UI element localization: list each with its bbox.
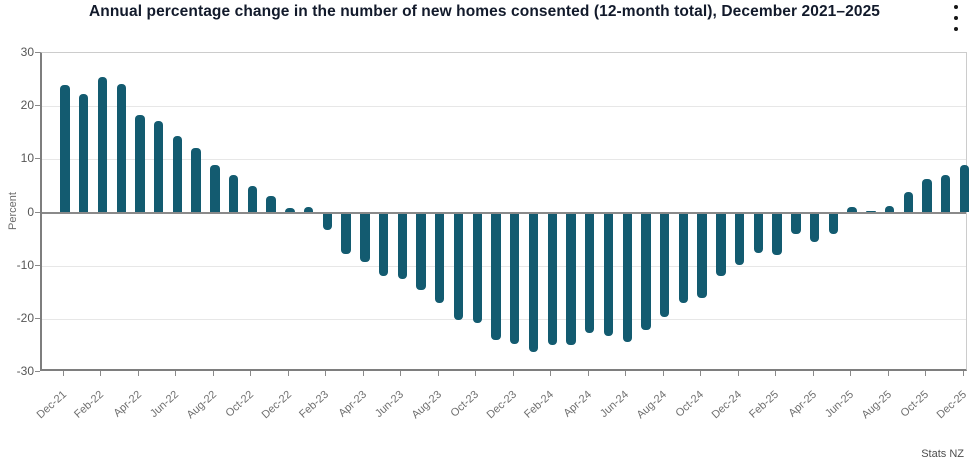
source-attribution: Stats NZ xyxy=(921,448,964,460)
x-tick-mark xyxy=(512,371,514,376)
x-tick-mark xyxy=(775,371,777,376)
x-tick-mark xyxy=(287,371,289,376)
bar-Jul-24[interactable] xyxy=(641,213,651,330)
bar-Dec-23[interactable] xyxy=(510,213,520,345)
y-tick-label: 0 xyxy=(27,204,34,219)
bar-Feb-23[interactable] xyxy=(322,213,333,230)
bar-Mar-22[interactable] xyxy=(116,83,126,213)
y-tick-mark xyxy=(35,371,40,372)
bar-Jul-23[interactable] xyxy=(416,213,426,290)
x-tick-mark xyxy=(587,371,589,376)
y-tick-label: -30 xyxy=(16,364,34,378)
y-tick-label: -10 xyxy=(16,257,34,272)
bar-Feb-25[interactable] xyxy=(772,213,782,255)
bar-Sep-23[interactable] xyxy=(453,213,464,321)
bar-Nov-24[interactable] xyxy=(716,213,726,277)
bar-Oct-23[interactable] xyxy=(472,213,482,324)
bar-Aug-24[interactable] xyxy=(659,213,670,318)
gridline xyxy=(42,106,966,108)
bar-Dec-25[interactable] xyxy=(959,164,969,213)
gridline xyxy=(42,318,966,320)
x-tick-mark xyxy=(812,371,814,376)
x-tick-mark xyxy=(212,371,214,376)
bar-May-23[interactable] xyxy=(378,213,389,276)
x-tick-mark xyxy=(100,371,102,376)
x-tick-mark xyxy=(175,371,177,376)
bar-Aug-22[interactable] xyxy=(210,165,220,213)
kebab-menu-icon[interactable] xyxy=(949,4,963,32)
x-tick-mark xyxy=(475,371,477,376)
bar-Oct-25[interactable] xyxy=(922,179,932,213)
bar-Jan-22[interactable] xyxy=(79,93,89,213)
y-tick-mark xyxy=(35,105,40,107)
bar-Sep-25[interactable] xyxy=(903,192,913,213)
bar-Dec-22[interactable] xyxy=(285,207,295,213)
bar-Jul-22[interactable] xyxy=(191,148,201,213)
bar-Sep-22[interactable] xyxy=(228,175,239,213)
bar-Jan-25[interactable] xyxy=(753,213,764,253)
x-tick-mark xyxy=(662,371,664,376)
x-tick-mark xyxy=(437,371,439,376)
bar-Feb-22[interactable] xyxy=(97,76,108,213)
x-tick-mark xyxy=(362,371,364,376)
x-tick-mark xyxy=(887,371,889,376)
y-tick-mark xyxy=(35,211,40,213)
bar-Apr-23[interactable] xyxy=(360,213,370,263)
x-tick-mark xyxy=(625,371,627,376)
x-tick-mark xyxy=(737,371,739,376)
bar-Oct-24[interactable] xyxy=(697,213,707,299)
x-tick-mark xyxy=(850,371,852,376)
x-tick-mark xyxy=(400,371,402,376)
gridline xyxy=(42,159,966,161)
bar-May-25[interactable] xyxy=(828,213,839,235)
bar-Mar-23[interactable] xyxy=(341,213,351,255)
gridline xyxy=(42,265,966,267)
y-tick-label: 20 xyxy=(20,98,34,113)
bar-Nov-23[interactable] xyxy=(491,213,501,340)
bar-Nov-22[interactable] xyxy=(266,196,276,213)
bar-Sep-24[interactable] xyxy=(678,213,689,304)
x-tick-mark xyxy=(925,371,927,376)
bar-Dec-21[interactable] xyxy=(60,84,70,213)
y-tick-mark xyxy=(35,158,40,160)
plot-area xyxy=(40,52,969,371)
x-tick-mark xyxy=(700,371,702,376)
bar-Apr-24[interactable] xyxy=(585,213,595,333)
chart-title: Annual percentage change in the number o… xyxy=(88,3,881,20)
bar-Dec-24[interactable] xyxy=(734,213,745,265)
bar-Mar-24[interactable] xyxy=(566,213,576,345)
bar-May-24[interactable] xyxy=(603,213,614,337)
bar-Jan-23[interactable] xyxy=(303,206,314,213)
bar-Jun-25[interactable] xyxy=(847,207,857,213)
bar-Jun-22[interactable] xyxy=(172,135,183,213)
bar-Jan-24[interactable] xyxy=(528,213,539,353)
y-tick-mark xyxy=(35,52,40,53)
x-tick-mark xyxy=(250,371,252,376)
bar-Mar-25[interactable] xyxy=(791,213,801,235)
bar-Apr-25[interactable] xyxy=(809,213,820,243)
bar-Jun-24[interactable] xyxy=(622,213,632,342)
x-tick-mark xyxy=(137,371,139,376)
x-tick-mark xyxy=(63,371,64,376)
bar-Oct-22[interactable] xyxy=(247,185,258,213)
bar-Feb-24[interactable] xyxy=(547,213,557,346)
bar-Apr-22[interactable] xyxy=(135,115,145,213)
bar-Aug-25[interactable] xyxy=(884,205,895,213)
x-tick-mark xyxy=(325,371,327,376)
y-tick-mark xyxy=(35,317,40,319)
y-tick-mark xyxy=(35,264,40,266)
bar-Aug-23[interactable] xyxy=(435,213,445,304)
bar-Nov-25[interactable] xyxy=(941,174,951,213)
zero-axis-line xyxy=(42,211,966,214)
x-tick-mark xyxy=(962,371,964,376)
x-tick-mark xyxy=(550,371,552,376)
y-tick-label: -20 xyxy=(16,310,34,325)
y-tick-label: 30 xyxy=(20,45,34,59)
bar-Jun-23[interactable] xyxy=(397,213,407,280)
y-tick-label: 10 xyxy=(20,151,34,166)
bar-Jul-25[interactable] xyxy=(866,211,876,213)
bar-May-22[interactable] xyxy=(154,121,164,213)
